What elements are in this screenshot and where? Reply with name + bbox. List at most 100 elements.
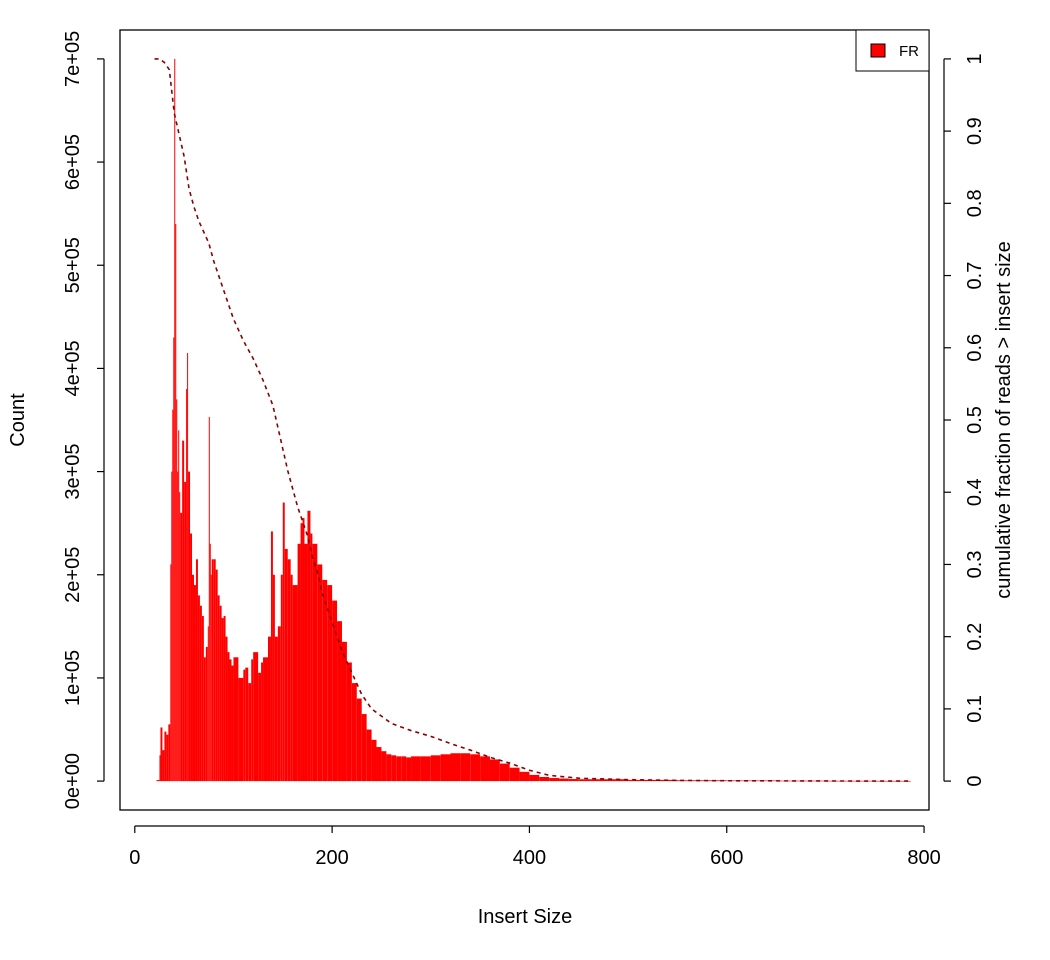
histogram-bar <box>267 636 271 782</box>
y-right-tick-label: 0.5 <box>964 406 986 434</box>
histogram-bar <box>361 714 367 782</box>
y-axis-left: 0e+00 1e+05 2e+05 3e+05 4e+05 5e+05 6e+05 7e+05 <box>62 31 105 809</box>
histogram-bar <box>317 564 323 782</box>
histogram-bar <box>327 585 333 782</box>
x-axis: 0 200 400 600 800 <box>129 825 941 869</box>
histogram-bar <box>280 574 283 782</box>
histogram-bar <box>219 605 222 782</box>
legend-swatch <box>870 43 886 58</box>
histogram-bar <box>312 543 318 782</box>
histogram-bar <box>529 774 540 782</box>
histogram-bar <box>177 471 179 782</box>
histogram-bar <box>628 779 678 782</box>
histogram-bar <box>171 471 173 782</box>
histogram-bar <box>480 756 490 782</box>
histogram-bar <box>188 471 191 782</box>
y-axis-label: Count <box>7 393 29 447</box>
histogram-bar <box>184 481 187 782</box>
histogram-bar <box>187 352 189 782</box>
y-right-tick-label: 0.6 <box>964 334 986 362</box>
y-right-tick-label: 0.9 <box>964 117 986 145</box>
histogram-bar <box>178 430 180 782</box>
histogram-bar <box>406 757 412 782</box>
histogram-bar <box>205 646 208 782</box>
histogram-bar <box>225 636 228 782</box>
legend-label: FR <box>899 43 919 60</box>
histogram-bar <box>277 626 281 782</box>
histogram-bar <box>253 652 259 782</box>
y-tick-label: 6e+05 <box>62 134 84 190</box>
histogram-bar <box>207 626 209 782</box>
histogram-bar <box>274 636 278 782</box>
histogram-bar <box>386 754 392 782</box>
y-axis-right: 0 0.1 0.2 0.3 0.4 0.5 0.6 0.7 0.8 0.9 1 <box>943 53 986 787</box>
histogram-bar <box>229 659 232 782</box>
histogram-bar <box>411 756 421 782</box>
x-tick-label: 0 <box>129 847 140 869</box>
histogram-bar <box>162 750 165 782</box>
histogram-bar <box>160 727 163 782</box>
histogram-bar <box>192 574 194 782</box>
y-right-tick-label: 0.4 <box>964 478 986 506</box>
cumulative-fraction-line <box>154 58 910 782</box>
histogram-bar <box>238 677 244 782</box>
histogram-bar <box>300 523 303 782</box>
histogram-bar <box>166 734 169 782</box>
histogram-bar <box>499 763 510 782</box>
x-axis-label: Insert Size <box>478 906 572 928</box>
x-tick-label: 600 <box>710 847 743 869</box>
histogram-bar <box>223 616 226 782</box>
histogram-bar <box>201 616 204 782</box>
histogram-bar <box>677 780 727 782</box>
histogram-bar <box>470 754 481 782</box>
histogram-bar <box>173 337 175 782</box>
histogram-bar <box>539 776 550 782</box>
y-right-tick-label: 0.7 <box>964 262 986 290</box>
legend: FR <box>855 29 930 72</box>
y-tick-label: 7e+05 <box>62 31 84 87</box>
histogram-bar <box>346 662 352 782</box>
y-tick-label: 0e+00 <box>62 753 84 809</box>
histogram-bar <box>270 531 273 782</box>
histogram-bar <box>549 778 560 782</box>
histogram-bar <box>292 585 298 782</box>
histogram-bar <box>376 747 382 782</box>
histogram-bar <box>258 672 262 782</box>
histogram-bar <box>248 683 252 782</box>
y-right-tick-label: 1 <box>964 53 986 64</box>
histogram-bar <box>381 751 387 782</box>
histogram-bar <box>297 543 301 782</box>
histogram-bar <box>179 492 181 782</box>
plot-frame <box>119 29 930 811</box>
histogram-bar <box>197 595 200 782</box>
histogram-bar <box>233 657 239 782</box>
histogram-bar <box>195 559 198 782</box>
histogram-bar <box>175 223 177 782</box>
histogram-bar <box>208 416 210 782</box>
histogram-bar <box>245 667 249 782</box>
y-right-tick-label: 0.2 <box>964 623 986 651</box>
histogram-bar <box>221 618 224 782</box>
histogram-bar <box>164 731 167 782</box>
histogram-bar <box>726 780 777 782</box>
histogram-bar <box>193 585 196 782</box>
histogram-bar <box>287 559 291 782</box>
y-tick-label: 3e+05 <box>62 444 84 500</box>
histogram-bar <box>356 698 362 782</box>
y-right-tick-label: 0.8 <box>964 189 986 217</box>
histogram-bar <box>172 409 174 782</box>
histogram-bar <box>156 780 160 782</box>
y-tick-label: 2e+05 <box>62 547 84 603</box>
histogram-bar <box>341 641 347 782</box>
histogram-bar <box>366 729 372 782</box>
x-tick-label: 400 <box>513 847 546 869</box>
histogram-bar <box>578 779 629 782</box>
histogram-bar <box>182 440 185 782</box>
histogram-bar <box>159 755 161 782</box>
x-tick-label: 200 <box>315 847 348 869</box>
y-tick-label: 5e+05 <box>62 237 84 293</box>
histogram-bar <box>210 574 212 782</box>
histogram-bar <box>227 652 230 782</box>
histogram-bar <box>217 595 220 782</box>
histogram-bar <box>559 778 569 782</box>
